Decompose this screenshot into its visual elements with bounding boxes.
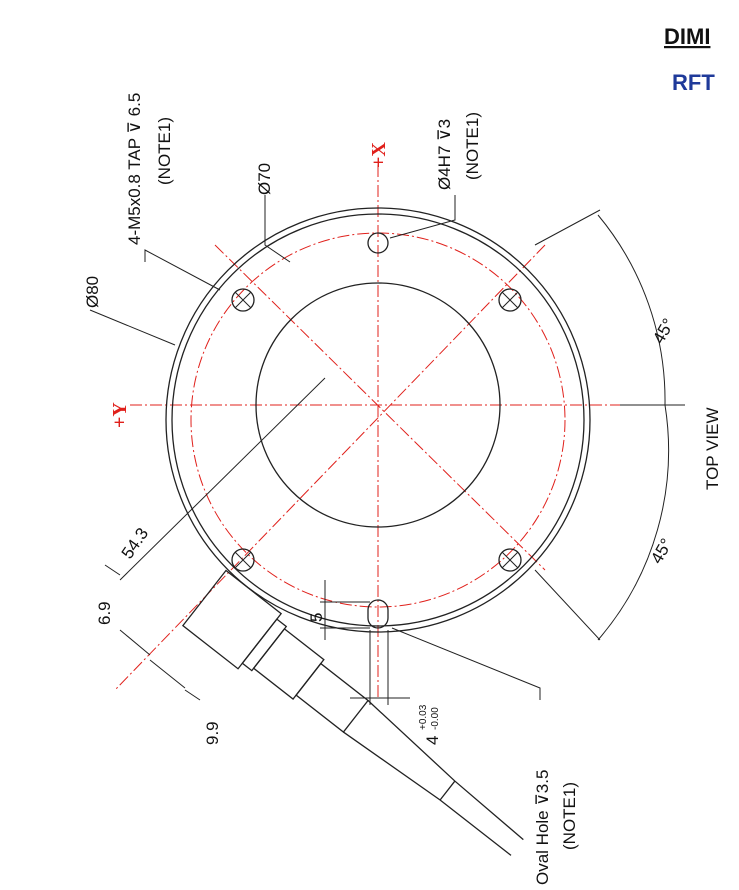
outer-circle	[165, 207, 591, 633]
pin-label: Ø4H7 ⊽3	[435, 119, 454, 190]
title: DIMI	[664, 24, 710, 49]
d70-label: Ø70	[255, 163, 274, 195]
d5-label: 5	[307, 613, 326, 622]
tap-note: (NOTE1)	[155, 117, 174, 185]
inner-circle	[255, 282, 501, 528]
d80-label: Ø80	[83, 276, 102, 308]
d69-label: 6.9	[95, 601, 114, 625]
d54-label: 54.3	[118, 524, 153, 562]
connector	[181, 569, 524, 856]
oval-note: (NOTE1)	[560, 782, 579, 850]
tol-plus: +0.03	[418, 704, 429, 730]
view-label: TOP VIEW	[703, 407, 722, 490]
d4-label: 4	[423, 736, 442, 745]
outer-chamfer	[171, 213, 585, 627]
subtitle: RFT	[672, 70, 715, 95]
plus-x: +X	[368, 142, 390, 168]
center-line	[214, 244, 546, 571]
holes	[231, 232, 522, 629]
center-line	[114, 244, 546, 691]
tap-label: 4-M5x0.8 TAP ⊽ 6.5	[125, 93, 144, 245]
plus-y: +Y	[109, 402, 131, 428]
d99-label: 9.9	[203, 721, 222, 745]
dimensions	[89, 195, 685, 705]
pin-note: (NOTE1)	[463, 112, 482, 180]
angle-bottom: 45°	[647, 535, 676, 567]
part	[114, 165, 630, 856]
tol-minus: -0.00	[430, 707, 441, 730]
oval-label: Oval Hole ⊽3.5	[533, 770, 552, 885]
